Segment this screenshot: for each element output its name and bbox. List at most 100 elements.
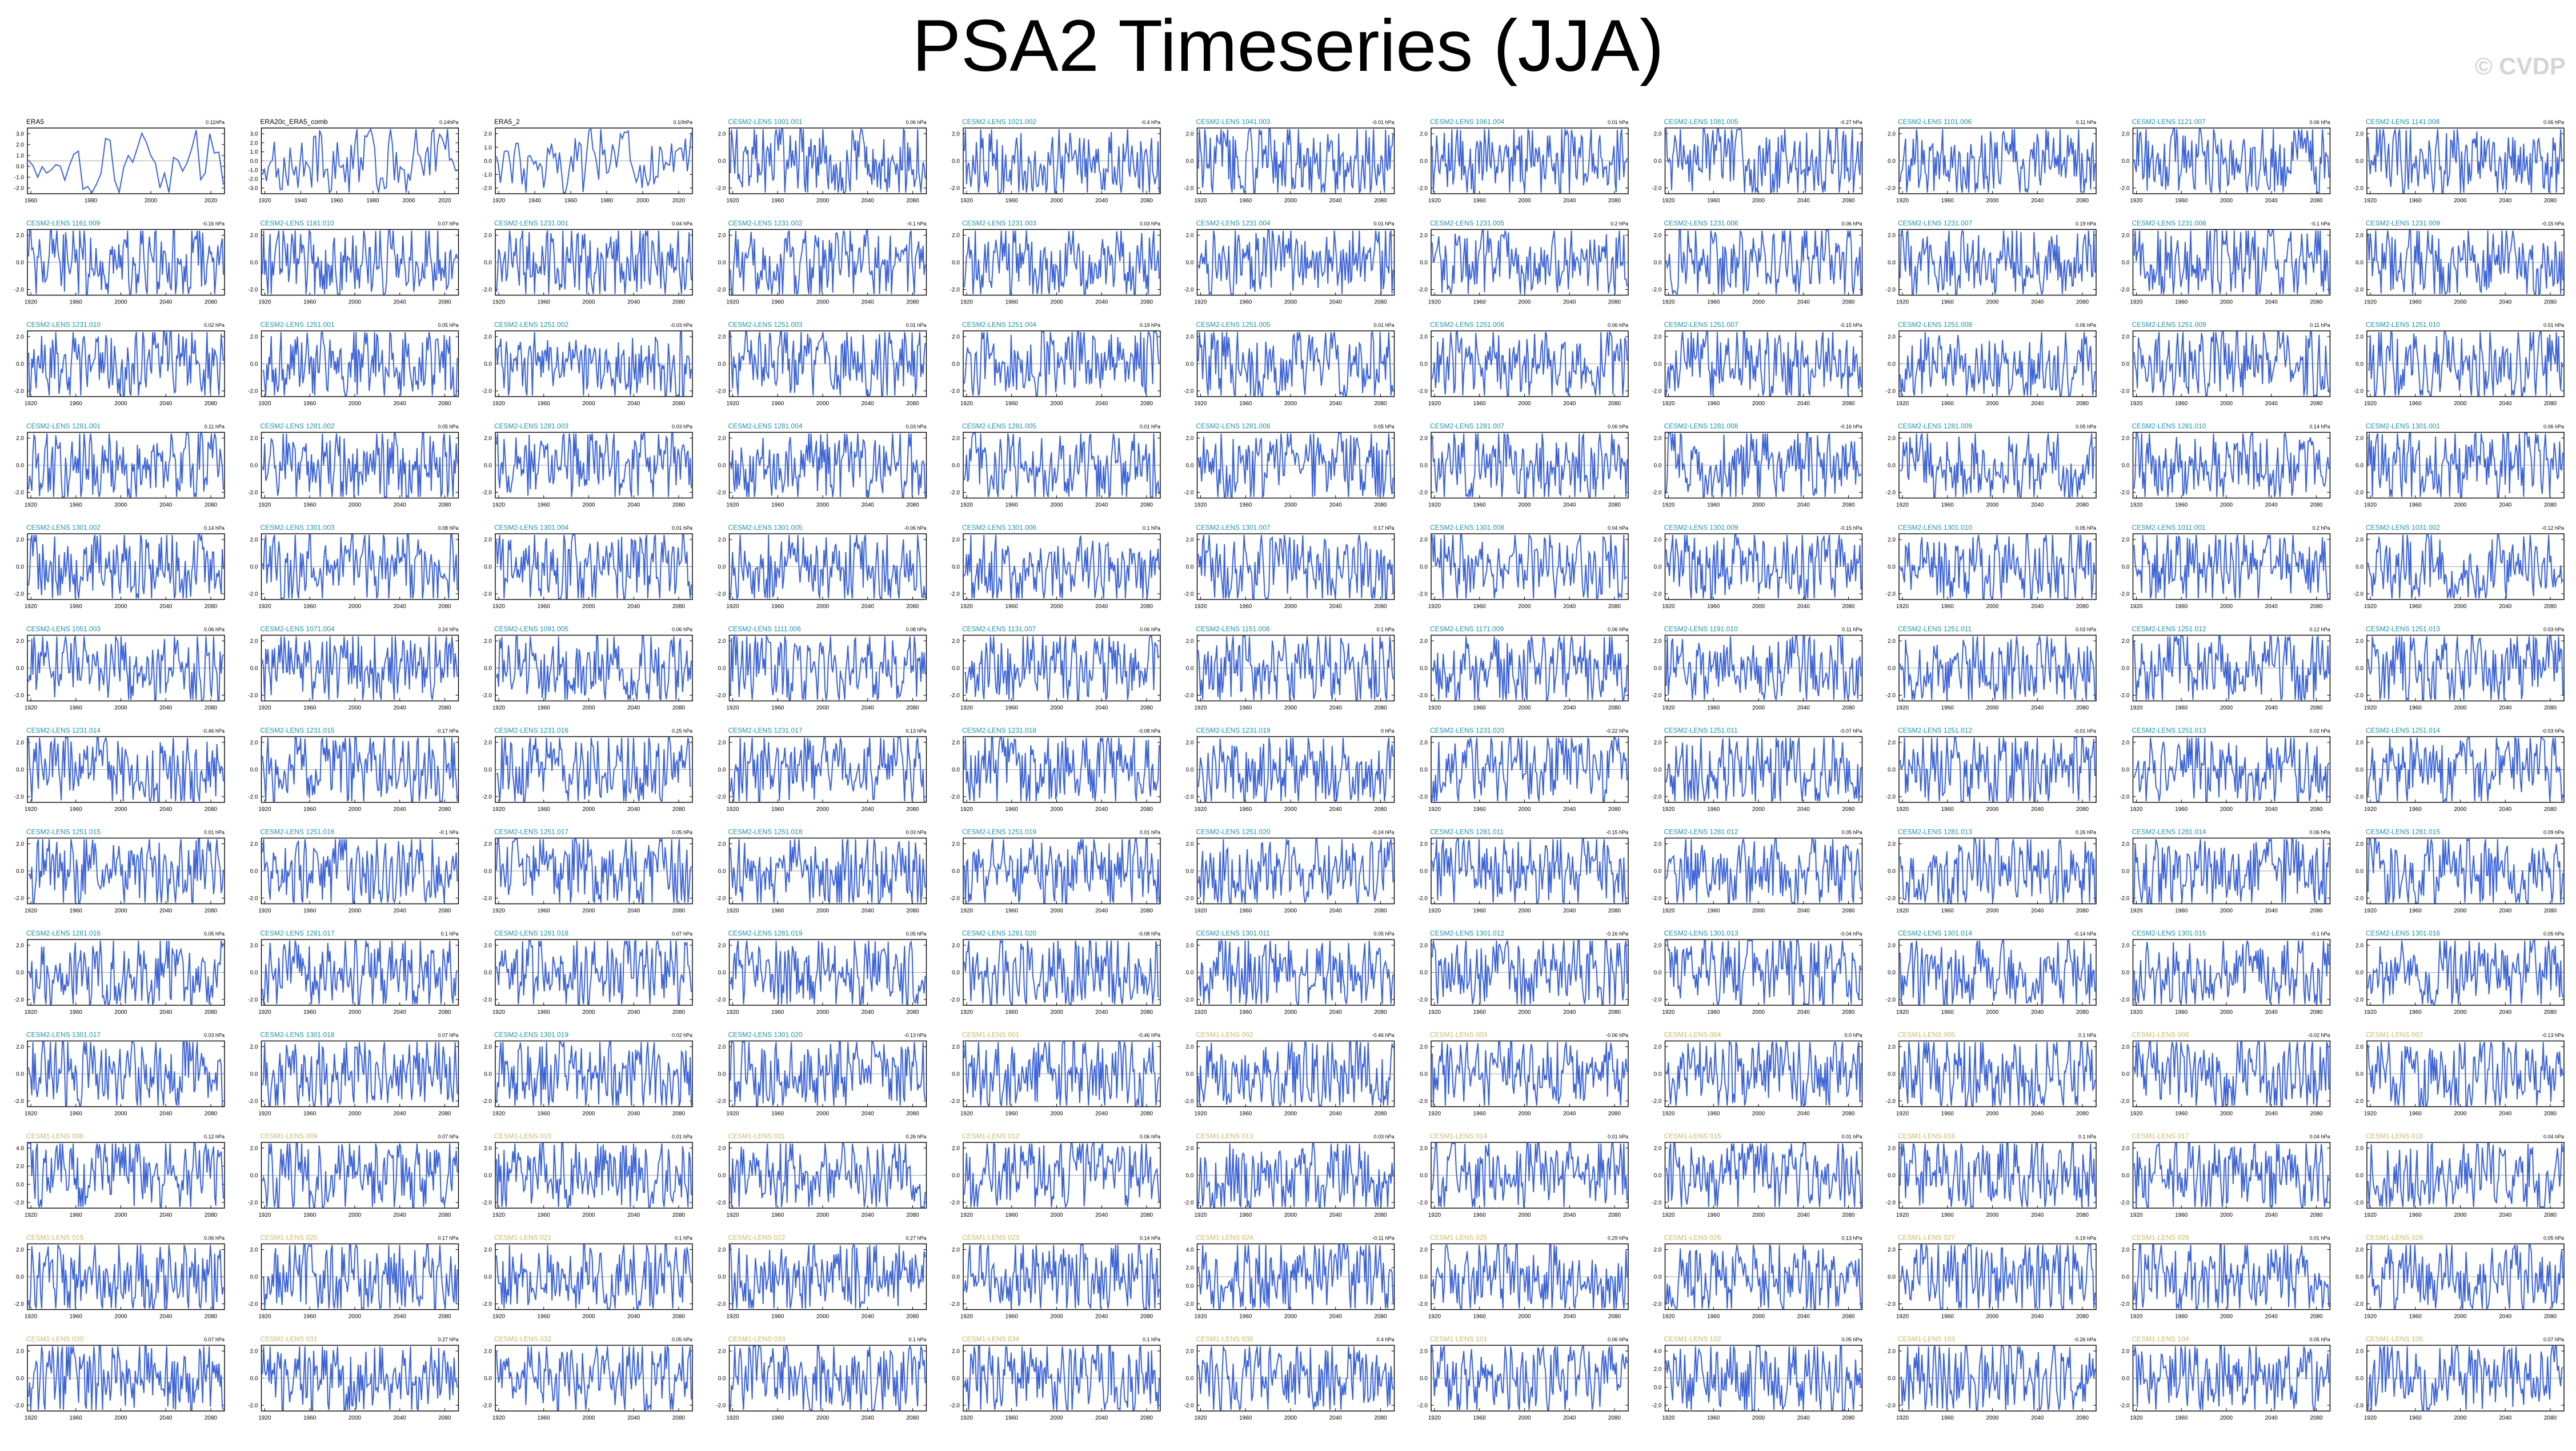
y-tick-label: 0.0 xyxy=(484,564,492,570)
panel-stat: 0.05 hPa xyxy=(1841,830,1862,836)
y-tick-label: -2.0 xyxy=(1418,287,1428,293)
x-tick-label: 1980 xyxy=(600,198,614,204)
x-tick-label: 2000 xyxy=(1752,1009,1765,1016)
x-tick-label: 2000 xyxy=(1050,1009,1063,1016)
x-tick-label: 2040 xyxy=(2031,198,2044,204)
x-tick-label: 1920 xyxy=(1662,1212,1675,1218)
x-tick-label: 2040 xyxy=(627,603,640,610)
x-tick-label: 2000 xyxy=(816,603,830,610)
y-tick-label: 0.0 xyxy=(2355,564,2363,570)
y-tick-label: -2.0 xyxy=(248,490,258,496)
x-tick-label: 2000 xyxy=(1518,1314,1531,1320)
panel-title: CESM2-LENS 1281.011 xyxy=(1430,828,1504,836)
x-tick-label: 1960 xyxy=(2175,908,2188,914)
y-tick-label: 0.0 xyxy=(2355,1173,2363,1179)
x-tick-label: 2040 xyxy=(862,1415,875,1421)
x-tick-label: 2000 xyxy=(1050,1415,1063,1421)
panel-50: CESM2-LENS 1301.007 0.17 hPa2.00.0-2.0192… xyxy=(1184,523,1395,610)
x-tick-label: 2000 xyxy=(114,401,127,407)
y-tick-label: 2.0 xyxy=(2122,537,2130,543)
x-tick-label: 2000 xyxy=(114,1111,127,1117)
series-line xyxy=(1432,230,1628,294)
y-tick-label: 2.0 xyxy=(484,638,492,645)
y-tick-label: -2.0 xyxy=(1184,794,1194,801)
x-tick-label: 2080 xyxy=(1608,1212,1621,1218)
panel-87: CESM2-LENS 1281.014 0.06 hPa2.00.0-2.0192… xyxy=(2120,828,2331,914)
panel-stat: 0.06 hPa xyxy=(1608,424,1628,430)
y-tick-label: 0.0 xyxy=(952,361,960,367)
y-tick-label: -2.0 xyxy=(482,693,492,699)
y-tick-label: 2.0 xyxy=(2355,1146,2363,1152)
panel-stat: 0.03 hPa xyxy=(906,830,926,836)
y-tick-label: 0.0 xyxy=(250,1376,258,1382)
x-tick-label: 2000 xyxy=(1050,1314,1063,1320)
y-tick-label: -2.0 xyxy=(950,287,960,293)
x-tick-label: 2040 xyxy=(2031,908,2044,914)
y-tick-label: 0.0 xyxy=(1888,463,1896,469)
x-tick-label: 2040 xyxy=(1095,603,1108,610)
panel-stat: 0.11 hPa xyxy=(1842,627,1862,633)
series-line xyxy=(2367,1244,2563,1311)
x-tick-label: 1920 xyxy=(726,1009,739,1016)
x-tick-label: 2000 xyxy=(2454,908,2467,914)
x-tick-label: 2000 xyxy=(1986,705,1999,711)
y-tick-label: 2.0 xyxy=(1654,1044,1662,1050)
y-tick-label: 0.0 xyxy=(1186,158,1194,165)
y-tick-label: 0.0 xyxy=(952,463,960,469)
panel-stat: 0.05 hPa xyxy=(438,322,458,328)
y-tick-label: 2.0 xyxy=(1888,1349,1896,1355)
series-line xyxy=(2367,635,2563,702)
panel-stat: 0.03 hPa xyxy=(1140,221,1160,227)
y-tick-label: 2.0 xyxy=(1654,638,1662,645)
x-tick-label: 2080 xyxy=(672,299,686,306)
x-tick-label: 1960 xyxy=(2175,1314,2188,1320)
x-tick-label: 2040 xyxy=(1329,1415,1343,1421)
series-line xyxy=(1665,433,1862,498)
series-line xyxy=(1900,838,2096,904)
x-tick-label: 1920 xyxy=(492,1111,506,1117)
y-tick-label: -2.0 xyxy=(1418,1200,1428,1206)
x-tick-label: 1920 xyxy=(726,401,739,407)
panel-stat: -0.15 hPa xyxy=(1840,525,1862,531)
y-tick-label: 2.0 xyxy=(484,1247,492,1253)
panel-title: CESM2-LENS 1281.018 xyxy=(494,929,568,937)
panel-stat: 0.06 hPa xyxy=(1140,1134,1160,1140)
panel-title: CESM1-LENS 022 xyxy=(728,1234,786,1242)
y-tick-label: -2.0 xyxy=(2120,1098,2130,1105)
series-line xyxy=(28,130,224,195)
x-tick-label: 2000 xyxy=(1752,603,1765,610)
y-tick-label: 2.0 xyxy=(1186,537,1194,543)
x-tick-label: 2000 xyxy=(1284,908,1297,914)
x-tick-label: 1920 xyxy=(1896,401,1909,407)
panel-title: CESM1-LENS 002 xyxy=(1196,1031,1253,1039)
panel-stat: 0.1 hPa xyxy=(675,1236,692,1241)
y-tick-label: 0.0 xyxy=(1654,158,1662,165)
y-tick-label: 0.0 xyxy=(1186,767,1194,773)
x-tick-label: 1920 xyxy=(1194,198,1207,204)
panel-stat: 0.05 hPa xyxy=(1373,424,1394,430)
x-tick-label: 2040 xyxy=(2499,401,2512,407)
panel-title: CESM2-LENS 1251.018 xyxy=(728,828,803,836)
y-tick-label: 0.0 xyxy=(16,564,24,570)
x-tick-label: 2000 xyxy=(1752,806,1765,813)
panel-stat: 0.07 hPa xyxy=(672,931,692,937)
x-tick-label: 2040 xyxy=(1095,1009,1108,1016)
y-tick-label: 2.0 xyxy=(1888,638,1896,645)
x-tick-label: 2040 xyxy=(2499,806,2512,813)
x-tick-label: 1960 xyxy=(538,908,551,914)
series-line xyxy=(2133,1346,2330,1410)
x-tick-label: 2040 xyxy=(2031,401,2044,407)
x-tick-label: 2080 xyxy=(2544,1111,2557,1117)
y-tick-label: 0.0 xyxy=(1654,869,1662,875)
x-tick-label: 2080 xyxy=(438,908,451,914)
x-tick-label: 1960 xyxy=(538,1009,551,1016)
panel-stat: -0.07 hPa xyxy=(1840,728,1862,734)
y-tick-label: -2.0 xyxy=(1886,794,1896,801)
series-line xyxy=(496,1345,692,1410)
x-tick-label: 2040 xyxy=(394,502,407,509)
y-tick-label: 2.0 xyxy=(16,142,24,149)
y-tick-label: 2.0 xyxy=(718,435,726,442)
panel-75: CESM2-LENS 1251.012 -0.01 hPa2.00.0-2.019… xyxy=(1886,726,2097,813)
